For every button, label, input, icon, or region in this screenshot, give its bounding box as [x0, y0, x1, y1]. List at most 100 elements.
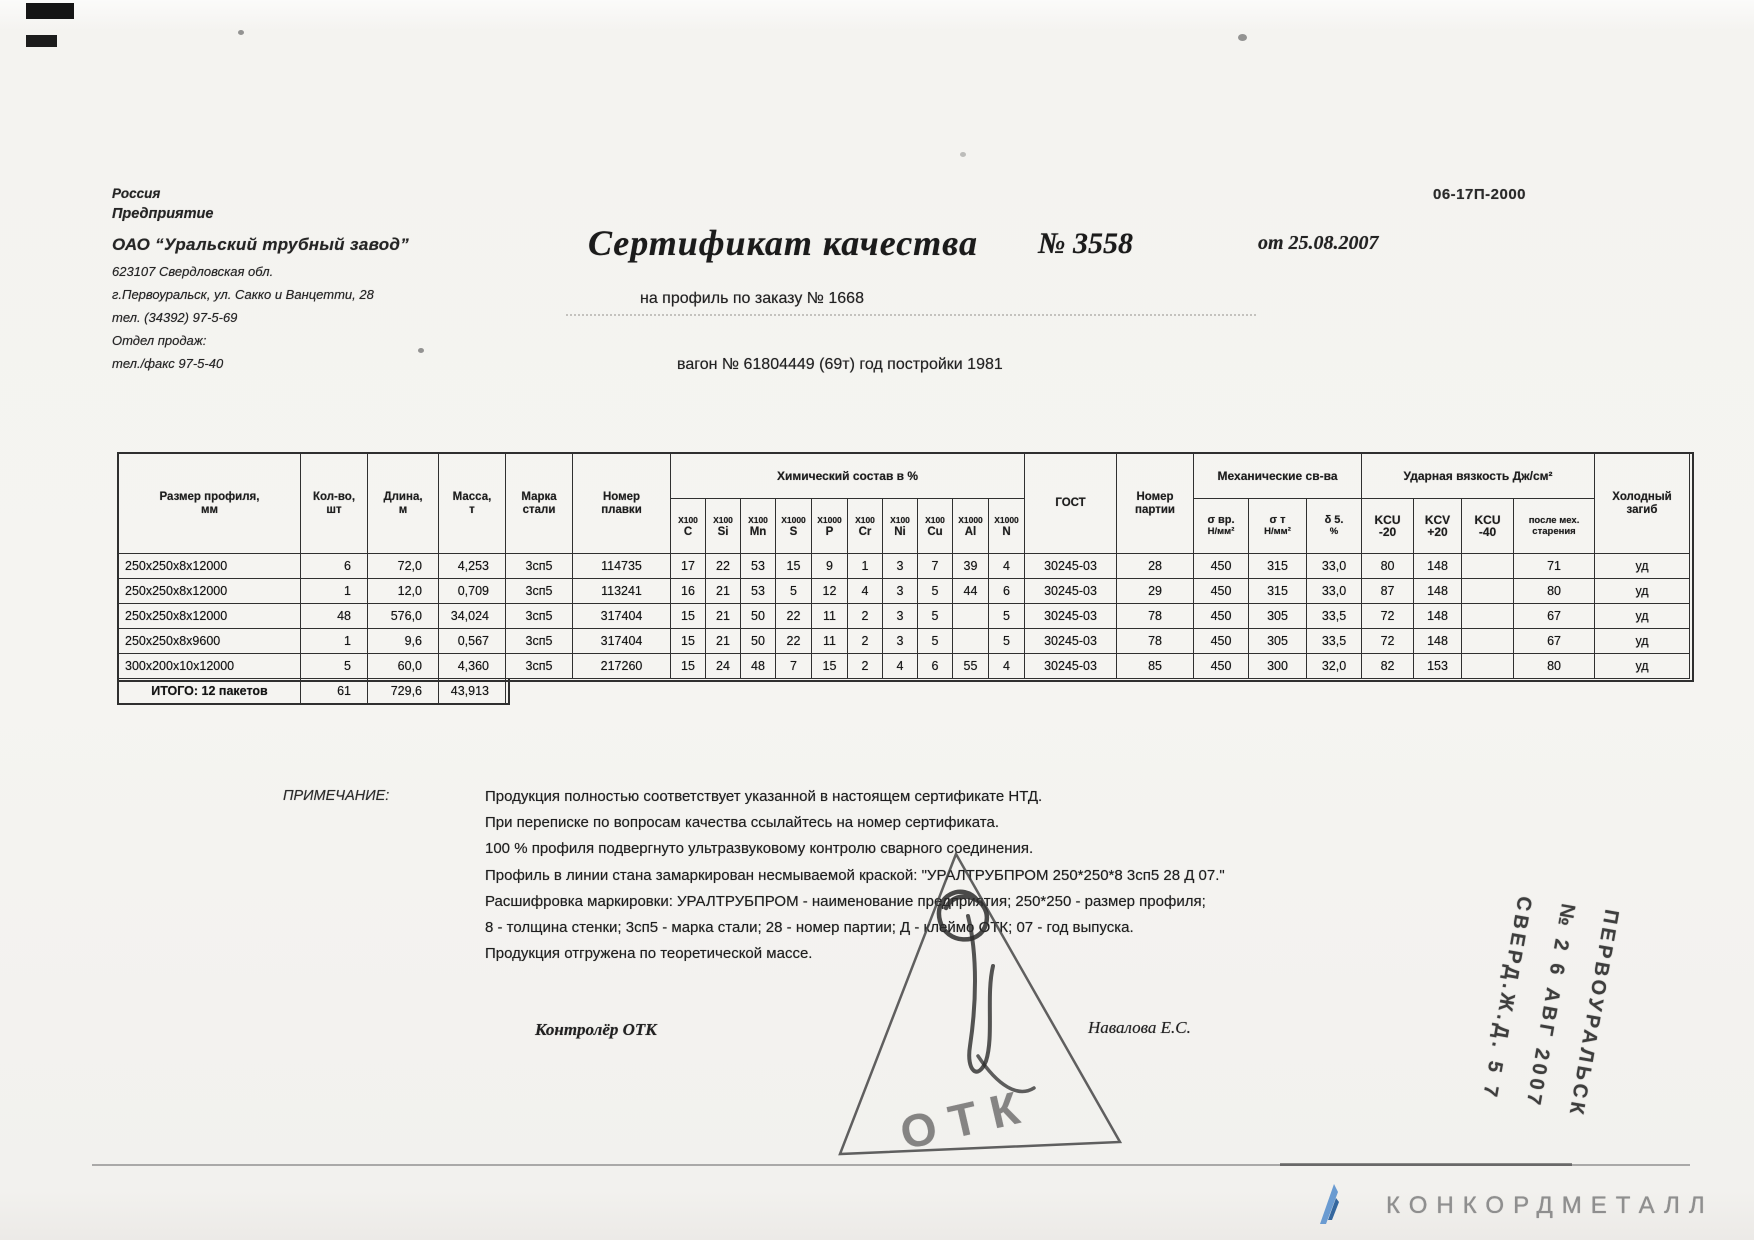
column-header-party: Номер партии — [1116, 453, 1195, 554]
supplier-fax: тел./факс 97-5-40 — [112, 356, 224, 371]
table-cell: 6 — [917, 653, 953, 679]
supplier-address-street: г.Первоуральск, ул. Сакко и Ванцетти, 28 — [112, 287, 374, 302]
table-cell: 2 — [847, 653, 883, 679]
totals-row: ИТОГО: 12 пакетов 61 729,6 43,913 — [118, 678, 1690, 704]
column-subheader: KCU -20 — [1361, 498, 1415, 554]
table-cell: уд — [1594, 628, 1691, 654]
table-cell: 4,360 — [438, 653, 506, 679]
table-cell: 0,567 — [438, 628, 506, 654]
table-cell: 3сп5 — [505, 628, 573, 654]
table-row: 250x250x8x9600 1 9,6 0,567 3сп5 317404 15 21 50 2… — [118, 628, 1691, 654]
table-cell: уд — [1594, 603, 1691, 629]
column-subheader: X1000 S — [775, 498, 812, 554]
table-cell: 67 — [1513, 628, 1596, 654]
table-cell: 5 — [987, 603, 1026, 629]
table-cell: 44 — [952, 578, 989, 604]
signature-scribble — [936, 889, 990, 942]
scan-speck — [238, 30, 244, 35]
brand-name: КОНКОРДМЕТАЛЛ — [1386, 1192, 1714, 1219]
column-subheader: σ вр. Н/мм² — [1193, 498, 1250, 554]
column-subheader: X1000 P — [811, 498, 848, 554]
table-cell: 5 — [300, 653, 368, 679]
table-cell: 24 — [705, 653, 741, 679]
certificate-number: № 3558 — [1038, 227, 1133, 260]
table-cell: 21 — [705, 578, 741, 604]
table-cell: 82 — [1361, 653, 1415, 679]
table-cell: 3сп5 — [505, 553, 573, 579]
column-subheader: KCV +20 — [1413, 498, 1463, 554]
controller-label: Контролёр ОТК — [535, 1020, 657, 1039]
table-row: 250x250x8x12000 6 72,0 4,253 3сп5 114735 17 22 5… — [118, 553, 1691, 579]
table-cell: 72 — [1361, 603, 1415, 629]
table-cell: 30245-03 — [1024, 653, 1118, 679]
table-cell: 11 — [811, 603, 848, 629]
column-header-cold-bend: Холодный загиб — [1594, 453, 1691, 554]
table-cell: 48 — [740, 653, 776, 679]
table-cell: 30245-03 — [1024, 603, 1118, 629]
table-cell: 29 — [1116, 578, 1195, 604]
table-cell: 16 — [670, 578, 706, 604]
underline-rule — [566, 314, 1256, 316]
note-line: 100 % профиля подвергнуто ультразвуковом… — [485, 840, 1034, 858]
table-cell: 317404 — [572, 603, 671, 629]
table-cell — [1461, 603, 1515, 629]
table-cell: 4 — [987, 653, 1026, 679]
scan-fold-line — [1280, 1163, 1572, 1166]
table-cell: 1 — [847, 553, 883, 579]
table-cell: 4 — [847, 578, 883, 604]
note-line: Продукция отгружена по теоретической мас… — [485, 945, 813, 963]
table-cell: 5 — [917, 628, 953, 654]
scan-artifact-mark — [26, 35, 57, 47]
notes-block: Продукция полностью соответствует указан… — [485, 784, 1225, 967]
table-cell: 17 — [670, 553, 706, 579]
table-cell: 50 — [740, 628, 776, 654]
table-cell: 15 — [670, 603, 706, 629]
table-cell: 60,0 — [367, 653, 439, 679]
table-cell: 250x250x8x12000 — [118, 553, 301, 579]
table-cell: 153 — [1413, 653, 1463, 679]
wagon-line: вагон № 61804449 (69т) год постройки 198… — [677, 356, 1003, 373]
table-cell: 33,5 — [1306, 628, 1363, 654]
supplier-phone: тел. (34392) 97-5-69 — [112, 310, 238, 325]
column-subheader: X1000 N — [987, 498, 1026, 554]
table-cell: 450 — [1193, 553, 1250, 579]
totals-cell: 61 — [300, 678, 368, 704]
table-cell: 3 — [882, 603, 918, 629]
table-cell: 72,0 — [367, 553, 439, 579]
table-cell: 4,253 — [438, 553, 506, 579]
column-subheader: X1000 Al — [952, 498, 989, 554]
table-cell: 450 — [1193, 603, 1250, 629]
notes-label: ПРИМЕЧАНИЕ: — [283, 788, 390, 804]
table-cell: 450 — [1193, 653, 1250, 679]
table-cell: 450 — [1193, 578, 1250, 604]
column-header-size: Размер профиля, мм — [118, 453, 301, 554]
column-header-qty: Кол-во, шт — [300, 453, 368, 554]
table-cell: 21 — [705, 603, 741, 629]
table-cell: 300x200x10x12000 — [118, 653, 301, 679]
table-cell: 148 — [1413, 578, 1463, 604]
table-cell: 39 — [952, 553, 989, 579]
column-header-grade: Марка стали — [505, 453, 573, 554]
note-line: Продукция полностью соответствует указан… — [485, 788, 1043, 805]
table-cell: 317404 — [572, 628, 671, 654]
railway-stamp: ПЕРВОУРАЛЬСК № 2 6 АВГ 2007 СВЕРД.Ж.Д. 5… — [1459, 847, 1641, 1165]
column-subheader: KCU -40 — [1461, 498, 1515, 554]
column-subheader: X100 C — [670, 498, 706, 554]
table-cell: 6 — [300, 553, 368, 579]
table-cell: 3сп5 — [505, 603, 573, 629]
table-cell: 87 — [1361, 578, 1415, 604]
column-subheader: после мех. старения — [1513, 498, 1596, 554]
table-cell: 0,709 — [438, 578, 506, 604]
table-cell: 217260 — [572, 653, 671, 679]
totals-filler — [506, 679, 1690, 704]
table-cell: 12 — [811, 578, 848, 604]
table-cell: 250x250x8x12000 — [118, 603, 301, 629]
table-cell: 7 — [917, 553, 953, 579]
table-cell: 32,0 — [1306, 653, 1363, 679]
scan-fold-line — [92, 1164, 1690, 1166]
table-cell: 28 — [1116, 553, 1195, 579]
table-cell: 53 — [740, 578, 776, 604]
table-cell: 15 — [670, 653, 706, 679]
table-cell — [1461, 628, 1515, 654]
table-cell: 50 — [740, 603, 776, 629]
